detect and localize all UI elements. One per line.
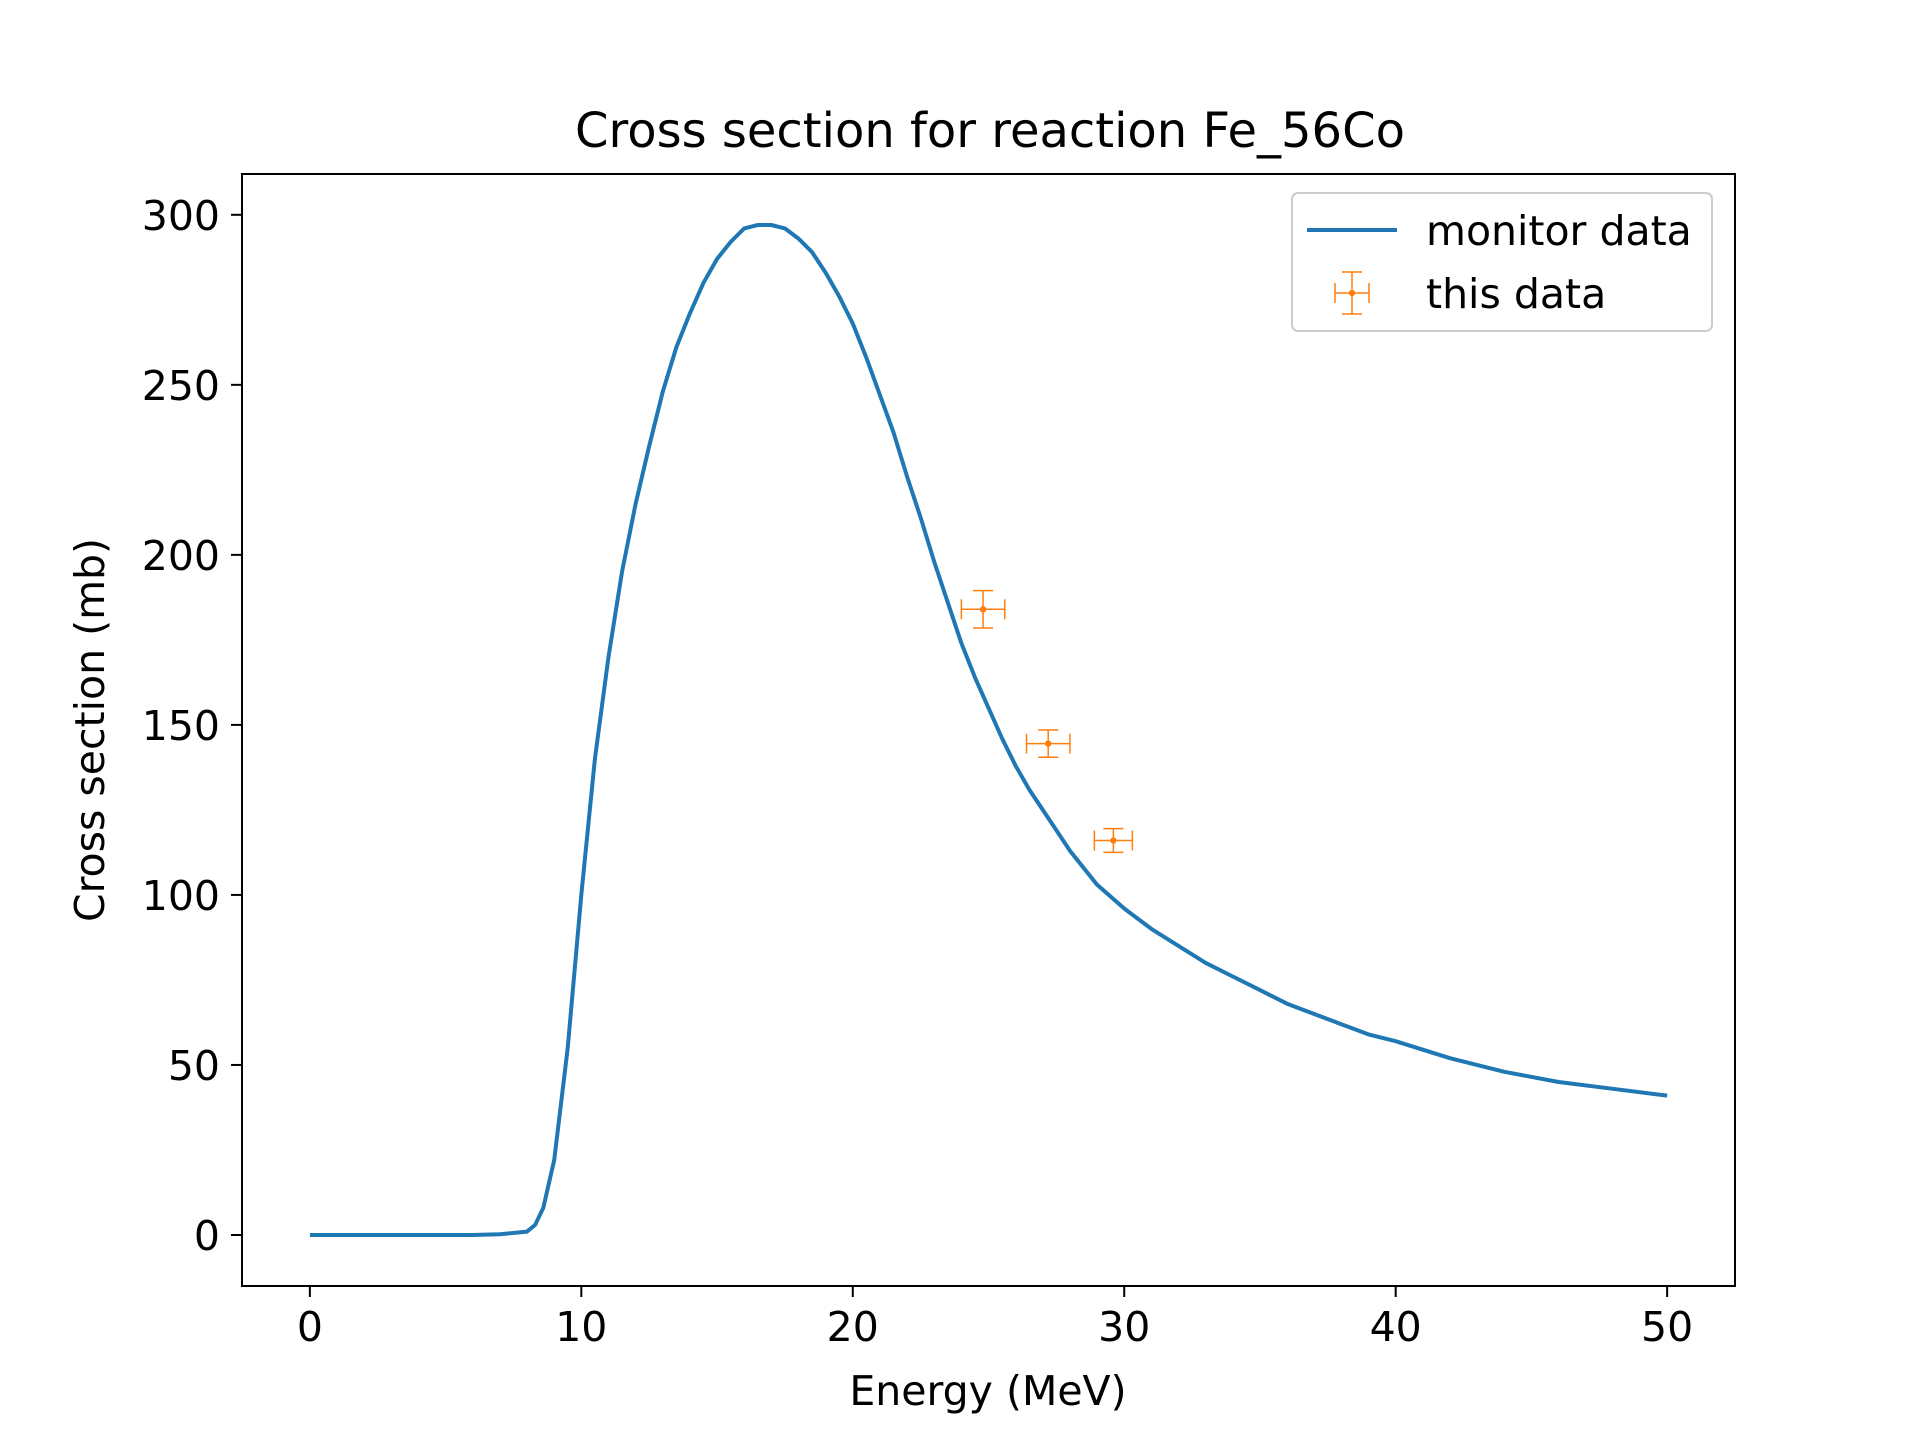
x-tick-label: 50 [1641,1303,1693,1351]
y-tick-label: 200 [142,532,220,580]
data-point-3 [1093,827,1134,854]
data-point-marker [1110,837,1117,844]
axis-ticks: 0 10 20 30 40 50 0 50 100 150 200 250 300 [142,192,1693,1351]
y-tick-label: 50 [168,1042,220,1090]
y-tick-label: 100 [142,872,220,920]
data-point-2 [1025,729,1071,758]
legend-box [1291,192,1713,332]
y-axis-label: Cross section (mb) [66,538,114,922]
series-line-monitor-data [309,223,1668,1237]
chart-title: Cross section for reaction Fe_56Co [575,103,1405,159]
y-tick-label: 150 [142,702,220,750]
y-tick-label: 300 [142,192,220,240]
data-point-marker [1044,740,1052,747]
legend: monitor data this data [1291,192,1713,332]
legend-monitor-label: monitor data [1426,207,1692,255]
data-point-1 [960,589,1006,629]
data-point-marker [979,606,987,613]
x-tick-label: 20 [827,1303,879,1351]
plot-area [309,223,1668,1237]
plot-frame [241,173,1736,1287]
x-tick-label: 30 [1098,1303,1150,1351]
legend-this-data-label: this data [1426,270,1606,318]
x-tick-label: 0 [297,1303,323,1351]
x-tick-label: 40 [1370,1303,1422,1351]
x-axis-label: Energy (MeV) [849,1367,1126,1415]
y-tick-label: 0 [194,1212,220,1260]
y-tick-label: 250 [142,362,220,410]
legend-this-data-marker [1334,271,1370,315]
x-tick-label: 10 [555,1303,607,1351]
